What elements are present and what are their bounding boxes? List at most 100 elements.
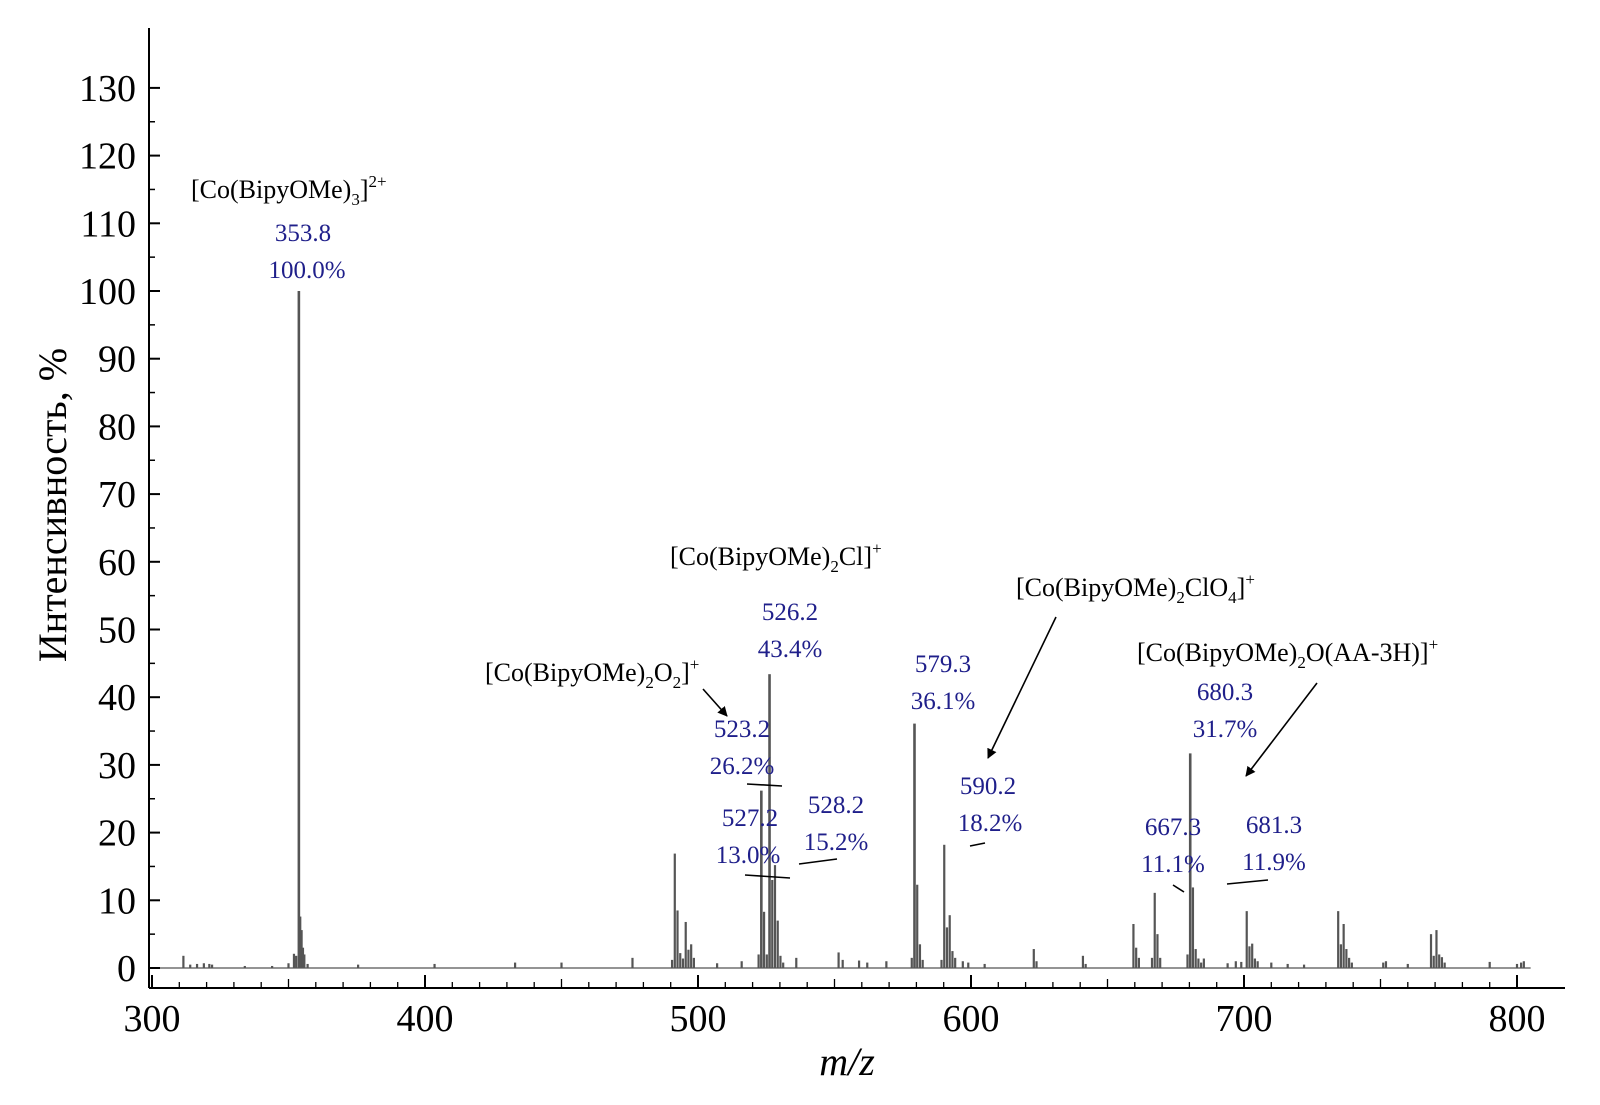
peak-label-667-mz: 667.3 (1145, 814, 1201, 841)
peak-bar (1382, 962, 1385, 968)
peak-label-681-mz: 681.3 (1246, 812, 1302, 839)
y-axis-ticks: 0 10 20 30 40 50 60 70 80 90 100 110 120 130 (79, 68, 160, 990)
peak-bar (768, 674, 771, 968)
peak-bar (1270, 962, 1273, 968)
peak-bar (1253, 958, 1257, 968)
ion-label-co-bipyome2clo4: [Co(BipyOMe)2ClO4]+ (1016, 570, 1255, 607)
peak-bar (1035, 961, 1038, 968)
peak-bar (1135, 947, 1138, 968)
peak-bar (857, 960, 861, 968)
peak-bar (1302, 964, 1306, 968)
peak-bar (1488, 961, 1491, 968)
peak-bar (1226, 963, 1229, 968)
peak-bar (306, 963, 309, 968)
leader-line-667 (1172, 884, 1185, 893)
peak-bar (1342, 924, 1345, 968)
peak-bar (1522, 961, 1525, 968)
peak-label-680-mz: 680.3 (1197, 679, 1253, 706)
peak-bar (670, 959, 674, 968)
peak-bar (1520, 962, 1523, 968)
x-tick-label: 600 (943, 998, 1000, 1040)
leader-lines (702, 616, 1318, 893)
peak-bar (301, 947, 305, 968)
peak-bar (1350, 962, 1353, 968)
peak-bar (1248, 946, 1251, 968)
peak-bar (1234, 961, 1237, 968)
peak-bar (1132, 924, 1135, 968)
peak-bar (961, 961, 964, 968)
y-tick-label: 50 (98, 610, 136, 652)
peak-bar (560, 962, 563, 968)
peak-bar (679, 953, 682, 968)
peak-bar (300, 930, 303, 968)
peak-label-523-pct: 26.2% (710, 753, 775, 780)
y-tick-label: 110 (80, 203, 136, 245)
peak-bar (1137, 957, 1140, 968)
leader-line-523 (746, 783, 783, 787)
arrow-clo4 (987, 616, 1057, 759)
peak-bar (954, 957, 957, 968)
y-tick-label: 60 (98, 542, 136, 584)
ion-annotations: [Co(BipyOMe)3]2+ [Co(BipyOMe)2Cl]+ [Co(B… (191, 172, 1438, 692)
peak-label-528-mz: 528.2 (808, 792, 864, 819)
peak-bar (765, 954, 768, 968)
peak-bar (1251, 943, 1254, 968)
peak-bar (292, 953, 296, 968)
peak-bar (1339, 944, 1343, 968)
peak-bar (1197, 958, 1200, 968)
peak-bar (716, 963, 719, 968)
peak-label-681-pct: 11.9% (1242, 849, 1306, 876)
x-axis-ticks: 300 400 500 600 700 800 (124, 975, 1546, 1040)
peak-bar (1188, 753, 1192, 968)
peak-label-523-mz: 523.2 (714, 716, 770, 743)
peak-labels: 353.8 100.0% 526.2 43.4% 523.2 26.2% 527… (268, 220, 1305, 878)
peak-bar (757, 954, 760, 968)
y-tick-label: 120 (79, 136, 136, 178)
peak-bar (1240, 961, 1243, 968)
ion-label-co-bipyome2o2: [Co(BipyOMe)2O2]+ (485, 655, 699, 692)
peak-label-526-mz: 526.2 (762, 599, 818, 626)
peak-bar (948, 915, 951, 968)
peak-label-527-mz: 527.2 (722, 805, 778, 832)
peak-bar (631, 957, 634, 968)
peak-bar (1440, 957, 1444, 968)
peak-bar (760, 790, 763, 968)
spectrum-peaks (152, 291, 1531, 969)
peak-bar (951, 951, 954, 968)
peak-label-527-pct: 13.0% (716, 842, 781, 869)
peak-bar (885, 961, 888, 968)
peak-bar (433, 963, 436, 968)
peak-bar (916, 884, 919, 968)
peak-bar (357, 964, 360, 968)
peak-bar (1191, 887, 1195, 968)
y-axis-label: Интенсивность, % (30, 348, 75, 662)
peak-label-353-mz: 353.8 (275, 220, 331, 247)
peak-bar (866, 962, 869, 968)
peak-bar (271, 965, 274, 968)
y-tick-label: 70 (98, 474, 136, 516)
y-tick-label: 30 (98, 745, 136, 787)
arrow-aa (1245, 682, 1318, 777)
peak-label-590-mz: 590.2 (960, 773, 1016, 800)
y-tick-label: 100 (79, 271, 136, 313)
peak-bar (1153, 892, 1156, 968)
peak-bar (740, 961, 743, 968)
leader-line-527 (744, 874, 791, 879)
peak-bar (837, 952, 840, 968)
peak-bar (943, 844, 946, 968)
ion-label-co-bipyome2o-aa: [Co(BipyOMe)2O(AA-3H)]+ (1137, 635, 1438, 672)
peak-bar (1384, 961, 1388, 968)
x-tick-label: 500 (670, 998, 727, 1040)
peak-bar (202, 963, 205, 968)
peak-bar (910, 957, 913, 968)
peak-bar (1432, 955, 1435, 968)
peak-bar (692, 957, 695, 968)
peak-bar (1186, 954, 1189, 968)
peak-bar (1159, 957, 1162, 968)
peak-bar (1345, 949, 1348, 968)
peak-label-680-pct: 31.7% (1193, 716, 1258, 743)
y-tick-label: 80 (98, 406, 136, 448)
peak-bar (1245, 911, 1248, 968)
peak-bar (1438, 954, 1441, 968)
peak-bar (687, 949, 690, 968)
